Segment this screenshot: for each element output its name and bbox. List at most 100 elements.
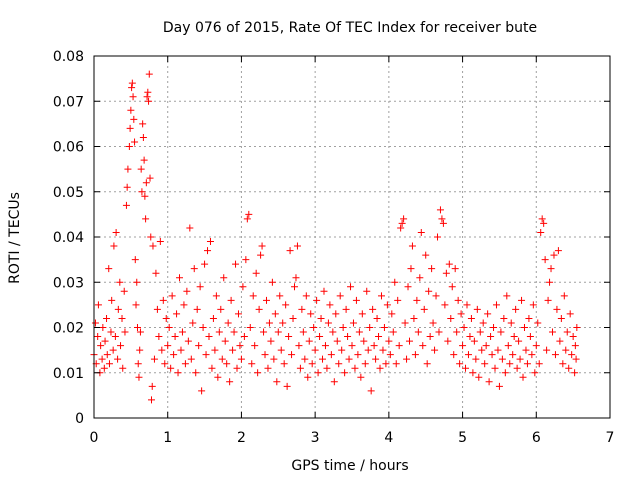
data-point [345,355,353,363]
data-point [260,328,268,336]
data-point [429,319,437,327]
data-point [156,238,164,246]
data-point [223,360,231,368]
data-point [131,256,139,264]
data-point [377,292,385,300]
data-point [553,305,561,313]
data-point [159,296,167,304]
data-point [557,314,565,322]
y-tick-label: 0.05 [53,185,84,201]
data-point [190,265,198,273]
data-point [173,310,181,318]
data-point [466,333,474,341]
data-point [305,337,313,345]
data-point [380,324,388,331]
data-point [141,192,149,200]
data-point [485,378,493,386]
data-point [201,260,209,268]
data-point [355,328,363,336]
data-point [181,360,189,368]
data-point [519,373,527,381]
data-point [136,346,144,354]
data-point [239,283,247,291]
data-point [403,355,411,363]
data-point [189,319,197,327]
data-point [444,337,452,345]
data-point [116,278,124,286]
data-point [293,242,301,250]
data-point [354,351,362,359]
data-point [314,369,322,377]
data-point [234,310,242,318]
data-point [195,342,203,350]
data-point [321,342,329,350]
data-point [289,314,297,322]
data-point [280,360,288,368]
data-point [541,256,549,264]
data-point [565,364,573,372]
data-point [262,296,270,304]
data-point [125,143,133,150]
data-point [434,233,442,241]
data-point [460,324,468,331]
y-tick-label: 0.08 [53,49,84,65]
data-point [302,292,310,300]
data-point [454,296,462,304]
data-point [277,346,285,354]
data-point [139,133,147,141]
data-point [467,314,475,322]
data-point [472,355,480,363]
data-point [282,301,290,309]
data-point [291,283,299,291]
data-point [382,360,390,368]
data-point [547,265,555,273]
data-point [91,319,99,327]
data-point [311,346,319,354]
data-point [105,265,113,273]
data-point [212,292,220,300]
data-point [392,360,400,368]
data-point [329,328,337,336]
data-point [261,351,269,359]
data-point [332,310,340,318]
data-point [442,269,450,277]
data-point [220,274,228,282]
data-point [123,183,131,191]
data-point [114,355,122,363]
data-point [469,369,477,377]
data-point [459,342,467,350]
data-point [529,301,537,309]
data-point [357,373,365,381]
x-tick-label: 4 [384,430,393,446]
data-point [456,360,464,368]
data-point [370,342,378,350]
data-point [183,287,191,295]
data-point [168,292,176,300]
data-point [252,269,260,277]
data-point [388,310,396,318]
data-point [504,342,512,350]
data-point [232,260,240,268]
data-point [420,305,428,313]
data-point [122,201,130,209]
data-point [559,360,567,368]
data-point [101,337,109,345]
data-point [240,333,248,341]
data-point [137,165,145,173]
data-point [249,292,257,300]
x-tick-label: 1 [163,430,172,446]
data-point [347,283,355,291]
data-point [227,296,235,304]
data-point [107,328,115,336]
data-point [544,296,552,304]
data-point [221,337,229,345]
data-point [199,324,207,331]
data-point [224,319,232,327]
data-point [205,333,213,341]
data-point [114,305,122,313]
y-tick-label: 0.06 [53,140,84,156]
data-point [473,305,481,313]
data-point [476,328,484,336]
data-point [436,206,444,214]
data-point [198,387,206,395]
